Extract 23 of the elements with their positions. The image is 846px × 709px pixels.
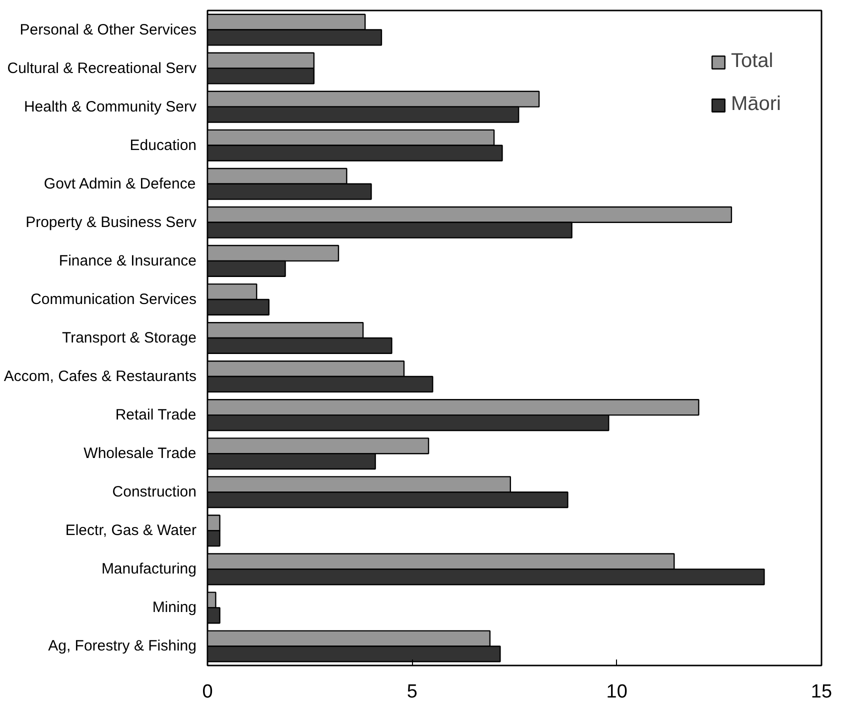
- x-tick-label: 5: [406, 682, 418, 702]
- y-tick-label: Property & Business Serv: [26, 214, 197, 231]
- x-tick-label: 10: [606, 682, 628, 702]
- x-tick-label: 0: [202, 682, 213, 702]
- y-tick-label: Retail Trade: [115, 406, 196, 424]
- y-tick-label: Construction: [112, 484, 197, 501]
- y-tick-label: Personal & Other Services: [20, 21, 197, 38]
- y-tick-label: Education: [130, 136, 196, 154]
- y-tick-label: Health & Community Serv: [24, 98, 197, 116]
- y-tick-label: Finance & Insurance: [58, 252, 196, 270]
- y-tick-label: Communication Services: [30, 290, 197, 308]
- y-tick-label: Mining: [152, 599, 196, 616]
- y-tick-label: Cultural & Recreational Serv: [7, 60, 197, 77]
- y-tick-label: Ag, Forestry & Fishing: [48, 638, 197, 655]
- legend-label: Māori: [730, 93, 781, 116]
- y-tick-label: Govt Admin & Defence: [44, 175, 196, 192]
- y-tick-label: Transport & Storage: [62, 330, 197, 346]
- x-tick-label: 15: [810, 682, 832, 702]
- y-tick-label: Accom, Cafes & Restaurants: [4, 368, 196, 386]
- y-tick-label: Wholesale Trade: [84, 445, 196, 462]
- legend-label: Total: [730, 50, 774, 73]
- y-tick-label: Electr, Gas & Water: [65, 522, 197, 540]
- y-tick-label: Manufacturing: [101, 560, 197, 578]
